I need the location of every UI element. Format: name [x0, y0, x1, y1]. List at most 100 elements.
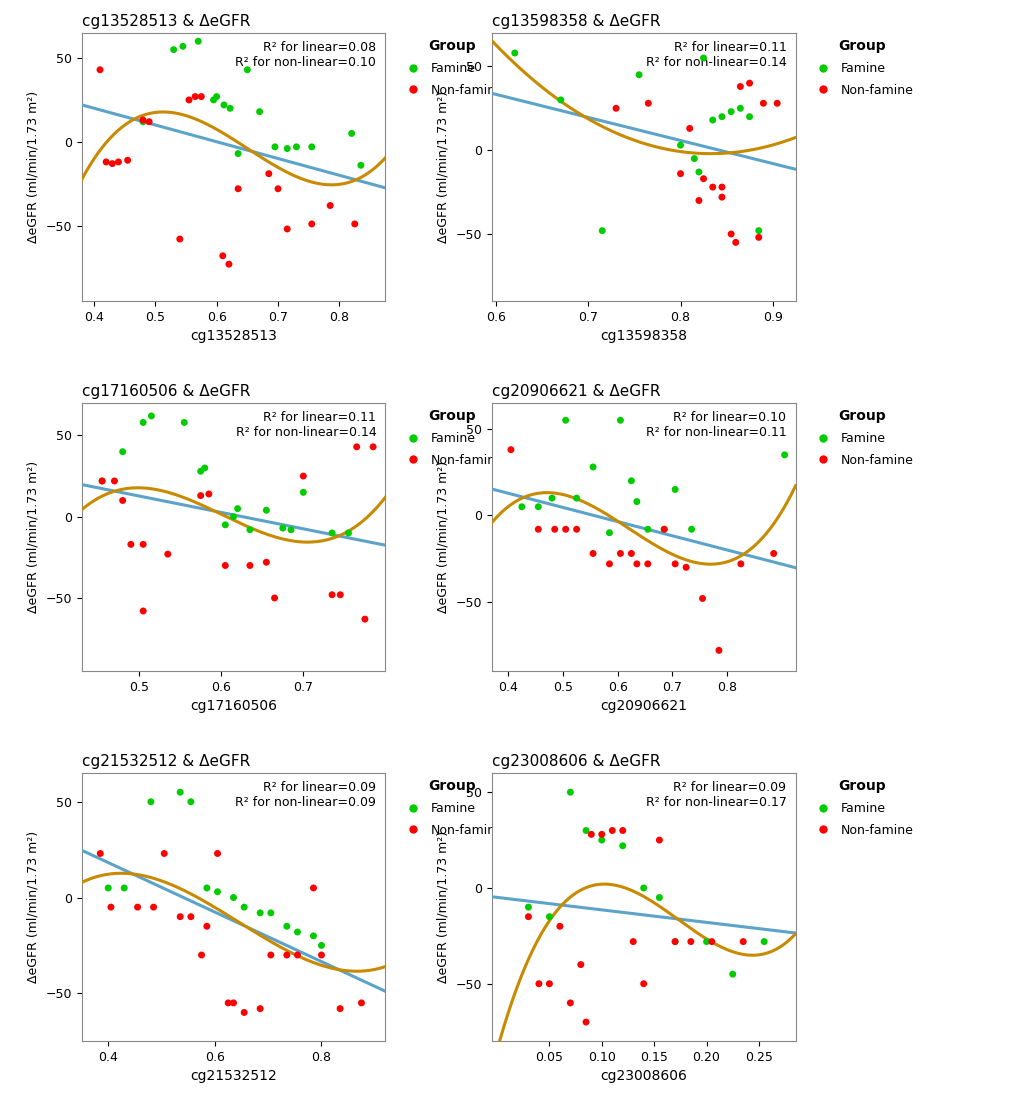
Point — [557, 521, 574, 538]
Point — [343, 125, 360, 142]
Point — [690, 192, 706, 209]
Point — [217, 516, 233, 534]
Point — [225, 889, 242, 906]
Point — [666, 481, 683, 499]
Point — [324, 524, 340, 541]
Point — [520, 907, 536, 925]
Point — [229, 500, 246, 517]
Text: cg13528513 & ΔeGFR: cg13528513 & ΔeGFR — [82, 14, 250, 28]
Legend: Famine, Non-famine: Famine, Non-famine — [400, 409, 503, 467]
Point — [135, 413, 151, 431]
Point — [713, 107, 730, 125]
Text: cg21532512 & ΔeGFR: cg21532512 & ΔeGFR — [82, 754, 250, 769]
Point — [607, 100, 624, 117]
Point — [353, 994, 369, 1012]
Point — [584, 545, 600, 562]
Point — [704, 112, 720, 129]
Point — [92, 61, 108, 79]
Point — [209, 883, 225, 901]
Point — [506, 44, 523, 61]
Point — [775, 446, 792, 464]
Point — [741, 75, 757, 92]
Point — [270, 180, 286, 197]
Point — [304, 138, 320, 156]
Point — [623, 545, 639, 562]
Point — [543, 489, 559, 506]
Point — [703, 933, 719, 950]
Point — [672, 136, 688, 153]
Point — [650, 831, 666, 848]
Point — [593, 831, 609, 848]
Point — [750, 221, 766, 239]
Point — [601, 524, 618, 541]
Point — [141, 113, 157, 130]
Point — [103, 899, 119, 916]
Point — [584, 458, 600, 476]
Point — [114, 492, 130, 510]
Point — [289, 946, 306, 963]
Point — [332, 586, 348, 604]
Point — [263, 904, 279, 922]
Point — [174, 37, 191, 55]
Point — [242, 557, 258, 574]
Point — [568, 521, 584, 538]
Point — [313, 937, 329, 955]
Point — [331, 1000, 347, 1017]
Point — [625, 933, 641, 950]
Point — [723, 966, 740, 983]
Point — [94, 472, 110, 490]
Point — [572, 956, 588, 973]
Point — [353, 157, 369, 174]
Point — [274, 520, 290, 537]
Legend: Famine, Non-famine: Famine, Non-famine — [400, 39, 503, 96]
Point — [541, 975, 557, 993]
Point — [583, 825, 599, 843]
Point — [722, 226, 739, 243]
Point — [222, 100, 238, 117]
Point — [666, 555, 683, 572]
Point — [199, 917, 215, 935]
X-axis label: cg17160506: cg17160506 — [190, 699, 277, 713]
Y-axis label: ΔeGFR (ml/min/1.73 m²): ΔeGFR (ml/min/1.73 m²) — [436, 461, 449, 613]
Point — [346, 215, 363, 232]
Point — [514, 498, 530, 515]
Point — [119, 151, 136, 169]
Legend: Famine, Non-famine: Famine, Non-famine — [810, 39, 913, 96]
Point — [614, 837, 631, 855]
Point — [704, 179, 720, 196]
X-axis label: cg13528513: cg13528513 — [190, 329, 277, 343]
Point — [208, 88, 224, 105]
Text: R² for linear=0.11
R² for non-linear=0.14: R² for linear=0.11 R² for non-linear=0.1… — [645, 41, 786, 69]
Point — [304, 215, 320, 232]
Point — [278, 917, 294, 935]
Point — [666, 933, 683, 950]
Point — [146, 899, 162, 916]
Point — [288, 138, 305, 156]
Point — [143, 794, 159, 811]
Point — [135, 602, 151, 619]
Point — [116, 879, 132, 897]
Point — [220, 255, 236, 273]
Text: cg17160506 & ΔeGFR: cg17160506 & ΔeGFR — [82, 384, 250, 399]
Point — [122, 536, 139, 553]
Point — [182, 907, 199, 925]
Point — [601, 555, 618, 572]
Point — [520, 899, 536, 916]
Point — [186, 88, 203, 105]
Point — [348, 438, 365, 456]
Point — [551, 917, 568, 935]
Point — [209, 845, 225, 863]
Text: R² for linear=0.10
R² for non-linear=0.11: R² for linear=0.10 R² for non-linear=0.1… — [645, 411, 786, 439]
Point — [655, 521, 672, 538]
Point — [294, 467, 311, 484]
Point — [628, 493, 644, 511]
Point — [695, 49, 711, 67]
Point — [289, 923, 306, 940]
Point — [530, 521, 546, 538]
Point — [603, 822, 620, 840]
Point — [100, 879, 116, 897]
Point — [340, 524, 357, 541]
Point — [135, 113, 151, 130]
Point — [258, 502, 274, 520]
Point — [294, 483, 311, 501]
